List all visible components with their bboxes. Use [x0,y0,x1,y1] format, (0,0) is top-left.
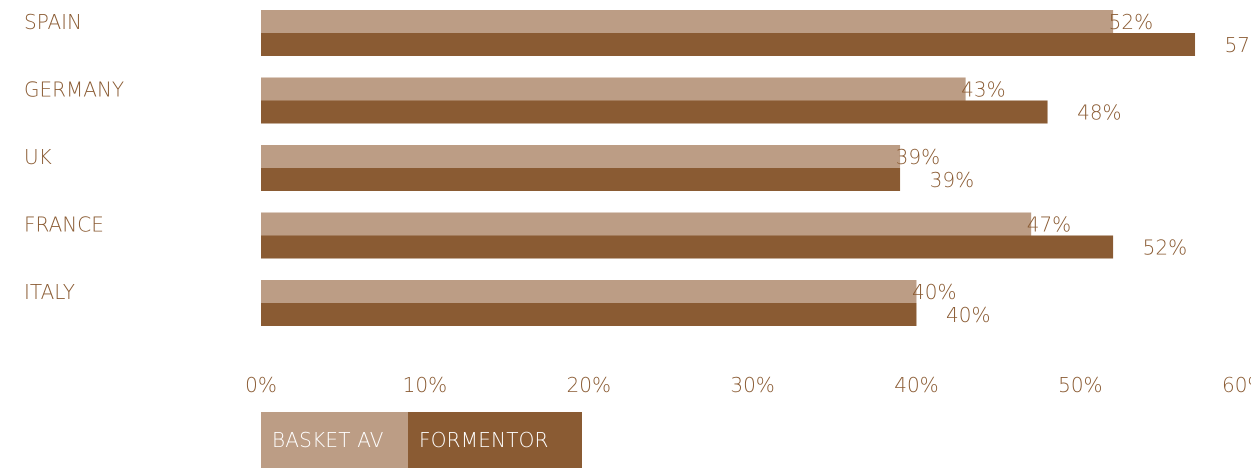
category-label: SPAIN [24,10,82,34]
data-label: 47% [1027,213,1071,237]
x-tick-label: 10% [403,373,447,397]
x-tick-label: 0% [245,373,277,397]
data-label: 57% [1225,33,1251,57]
x-tick-label: 20% [567,373,611,397]
category-label: ITALY [24,280,75,304]
category-label: FRANCE [24,213,104,237]
data-label: 52% [1143,236,1187,260]
bar [261,303,917,326]
x-tick-label: 40% [894,373,938,397]
bar [261,10,1114,33]
data-label: 39% [930,168,974,192]
data-label: 40% [912,280,956,304]
bar-chart: SPAIN 52% 57% GERMANY 43% 48% UK 39%39% FRANCE 47… [24,10,1251,397]
data-label: 52% [1109,10,1153,34]
x-tick-label: 30% [730,373,774,397]
data-label: 40% [946,303,990,327]
data-label: 48% [1077,101,1121,125]
bar [261,100,1048,124]
bar [261,33,1196,56]
legend-formentor: FORMENTOR [408,412,582,468]
category-label: GERMANY [24,78,124,102]
bar [261,212,1032,236]
bar [261,235,1114,259]
data-label: 43% [961,78,1005,102]
legend-basket-av: BASKET AV [261,412,408,468]
bar [261,145,901,168]
data-label: 39% [896,145,940,169]
bar [261,77,966,101]
category-label: UK [24,145,52,169]
x-tick-label: 60% [1222,373,1251,397]
bar [261,168,901,191]
x-tick-label: 50% [1058,373,1102,397]
bar [261,280,917,303]
